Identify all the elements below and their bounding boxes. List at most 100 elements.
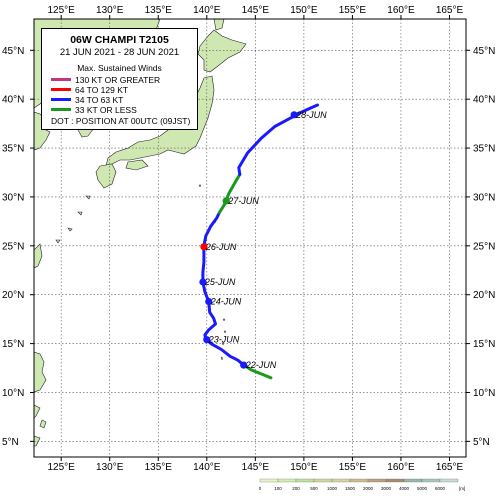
lat-label-left: 25°N — [2, 241, 24, 252]
latitude-labels-right: 45°N 40°N 35°N 30°N 25°N 20°N 15°N 10°N 5°N — [473, 46, 495, 448]
legend-dot-note: DOT : POSITION AT 00UTC (09JST) — [51, 116, 191, 126]
colorbar-cell — [349, 478, 369, 483]
daily-position-label: 25-JUN — [204, 277, 236, 287]
track-segment — [217, 173, 242, 215]
elevation-colorbar: 0 100 200 500 1000 1500 2000 3000 4000 5000 6000 [… — [259, 478, 465, 491]
lon-label-top: 160°E — [387, 5, 415, 16]
colorbar-tick-label: 3000 — [381, 486, 392, 491]
colorbar-cells — [259, 478, 459, 483]
daily-positions: 22-JUN 23-JUN 24-JUN 25-JUN 26-JUN 27-JUN 28-J… — [199, 110, 327, 370]
colorbar-cell — [313, 478, 333, 483]
lat-label-right: 30°N — [473, 192, 495, 203]
legend-item-130kt: 130 KT OR GREATER — [51, 74, 160, 85]
lat-label-right: 5°N — [473, 437, 490, 448]
colorbar-tick-label: 5000 — [417, 486, 428, 491]
daily-position-dot — [203, 336, 211, 344]
daily-position-dot — [240, 361, 248, 369]
legend-swatch — [51, 78, 71, 81]
legend-winds-heading: Max. Sustained Winds — [77, 63, 162, 73]
kyushu — [95, 163, 117, 189]
lon-label-bottom: 165°E — [436, 462, 464, 473]
legend-item-label: 33 KT OR LESS — [75, 104, 137, 115]
lon-label-bottom: 130°E — [96, 462, 124, 473]
colorbar-tick-label: 100 — [274, 486, 282, 491]
lon-label-bottom: 155°E — [339, 462, 367, 473]
daily-position-dot — [199, 278, 207, 286]
lat-label-right: 45°N — [473, 46, 495, 57]
legend-period: 21 JUN 2021 - 28 JUN 2021 — [59, 47, 180, 58]
daily-position-label: 27-JUN — [227, 196, 259, 206]
colorbar-tick-label: 200 — [292, 486, 300, 491]
daily-position-label: 23-JUN — [208, 335, 240, 345]
lon-label-bottom: 135°E — [145, 462, 173, 473]
graticule — [34, 19, 466, 457]
philippine-islands — [34, 404, 47, 447]
legend-item-64kt: 64 TO 129 KT — [51, 84, 128, 95]
legend-title: 06W CHAMPI T2105 — [70, 34, 169, 46]
colorbar-cell — [367, 478, 387, 483]
lon-label-top: 145°E — [242, 5, 270, 16]
legend-item-33kt: 33 KT OR LESS — [51, 104, 137, 115]
colorbar-tick-label: 4000 — [399, 486, 410, 491]
lon-label-top: 150°E — [290, 5, 318, 16]
lon-label-bottom: 160°E — [387, 462, 415, 473]
legend-item-34kt: 34 TO 63 KT — [51, 94, 123, 105]
lon-label-top: 155°E — [339, 5, 367, 16]
shikoku — [125, 159, 149, 171]
hokkaido — [197, 29, 247, 73]
colorbar-cell — [277, 478, 297, 483]
colorbar-cell — [295, 478, 315, 483]
lat-label-left: 10°N — [2, 388, 24, 399]
colorbar-tick-label: 6000 — [435, 486, 446, 491]
mariana-islands — [220, 318, 227, 361]
daily-position-dot — [200, 243, 208, 251]
legend-swatch — [51, 108, 71, 111]
lon-label-top: 140°E — [193, 5, 221, 16]
longitude-labels-bottom: 125°E 130°E 135°E 140°E 145°E 150°E 155°E 160°E… — [48, 462, 464, 473]
colorbar-cell — [403, 478, 423, 483]
sakhalin — [213, 19, 225, 31]
colorbar-tick-label: 1000 — [327, 486, 338, 491]
legend-item-label: 34 TO 63 KT — [75, 94, 124, 105]
colorbar-tick-label: 500 — [310, 486, 318, 491]
daily-position-label: 28-JUN — [295, 110, 327, 120]
axis-ticks — [30, 15, 470, 461]
lat-label-left: 20°N — [2, 290, 24, 301]
lon-label-top: 165°E — [436, 5, 464, 16]
daily-position-label: 22-JUN — [245, 360, 277, 370]
legend-box: 06W CHAMPI T2105 21 JUN 2021 - 28 JUN 20… — [41, 28, 198, 130]
lat-label-left: 45°N — [2, 46, 24, 57]
lat-label-right: 15°N — [473, 339, 495, 350]
track-segment — [237, 103, 319, 176]
longitude-labels-top: 125°E 130°E 135°E 140°E 145°E 150°E 155°E 160°E… — [48, 5, 464, 16]
legend-swatch — [51, 98, 71, 101]
track-segment — [201, 246, 246, 367]
map-border — [33, 18, 467, 458]
track-segment — [202, 211, 221, 248]
colorbar-cell — [331, 478, 351, 483]
daily-position-label: 24-JUN — [210, 297, 242, 307]
lon-label-top: 135°E — [145, 5, 173, 16]
legend-item-label: 130 KT OR GREATER — [75, 74, 161, 85]
colorbar-cell — [439, 478, 459, 483]
lat-label-left: 5°N — [2, 437, 19, 448]
legend-item-label: 64 TO 129 KT — [75, 84, 129, 95]
colorbar-tick-label: 2000 — [363, 486, 374, 491]
lat-label-right: 35°N — [473, 144, 495, 155]
colorbar-tick-label: 1500 — [345, 486, 356, 491]
lat-label-left: 15°N — [2, 339, 24, 350]
colorbar-cell — [385, 478, 405, 483]
daily-position-label: 26-JUN — [205, 242, 237, 252]
lat-label-right: 20°N — [473, 290, 495, 301]
lon-label-bottom: 145°E — [242, 462, 270, 473]
legend-swatch — [51, 88, 71, 91]
daily-position-dot — [205, 297, 213, 306]
lat-label-right: 25°N — [473, 241, 495, 252]
track-segment — [242, 363, 273, 380]
lon-label-bottom: 125°E — [48, 462, 76, 473]
colorbar-tick-label: 0 — [259, 486, 262, 491]
lat-label-left: 35°N — [2, 144, 24, 155]
latitude-labels-left: 45°N 40°N 35°N 30°N 25°N 20°N 15°N 10°N 5°N — [2, 46, 24, 448]
lat-label-right: 40°N — [473, 95, 495, 106]
lat-label-left: 40°N — [2, 95, 24, 106]
